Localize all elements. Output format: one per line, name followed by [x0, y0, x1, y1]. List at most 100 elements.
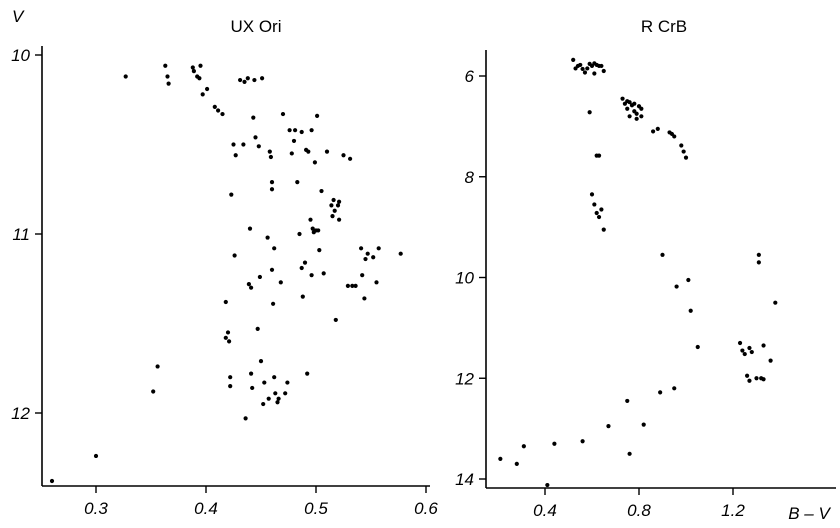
data-point: [285, 380, 290, 385]
data-point: [587, 110, 592, 115]
data-point: [761, 343, 766, 348]
data-point: [362, 296, 367, 301]
data-point: [315, 113, 320, 118]
y-tick-label: 10: [11, 46, 30, 65]
data-point: [655, 126, 660, 131]
y-tick-label: 11: [12, 225, 30, 244]
data-point: [599, 207, 604, 212]
data-point: [269, 187, 275, 192]
data-point: [592, 202, 597, 207]
data-point: [592, 71, 597, 76]
data-point: [245, 76, 250, 81]
data-point: [205, 86, 210, 92]
data-point: [191, 69, 196, 74]
data-point: [337, 217, 342, 222]
data-point: [297, 231, 302, 237]
data-point: [683, 155, 689, 160]
data-point: [273, 391, 278, 396]
data-point: [295, 179, 300, 185]
data-point: [253, 135, 258, 140]
data-point: [227, 339, 232, 344]
data-point: [271, 301, 276, 306]
x-tick-label: 0.3: [84, 499, 108, 518]
data-point: [258, 358, 264, 364]
data-point: [335, 203, 341, 208]
data-point: [679, 143, 684, 148]
data-point: [768, 358, 773, 363]
data-point: [256, 144, 261, 149]
data-point: [269, 267, 275, 272]
data-point: [249, 285, 254, 290]
data-point: [316, 228, 321, 233]
chart-ux-ori: UX Ori V 0.3 0.4 0.5 0.6 10 11 12: [11, 7, 438, 518]
data-point: [589, 192, 595, 197]
data-point: [300, 294, 305, 299]
data-point: [634, 111, 639, 116]
data-point: [376, 246, 381, 251]
y-axis-title: V: [12, 7, 25, 26]
data-point: [695, 344, 700, 350]
y-ticks: 10 11 12: [11, 46, 42, 423]
data-point: [371, 255, 376, 260]
data-point: [267, 149, 272, 154]
data-point: [580, 66, 585, 72]
y-ticks: 6 8 10 12 14: [455, 67, 486, 489]
data-point: [737, 340, 743, 346]
data-point: [228, 375, 233, 380]
data-point: [232, 253, 237, 258]
data-point: [272, 246, 277, 251]
data-point: [580, 439, 585, 444]
data-point: [333, 317, 338, 323]
data-point: [686, 277, 691, 283]
data-point: [305, 371, 310, 376]
data-point: [348, 156, 353, 161]
data-point: [639, 106, 644, 111]
data-point: [223, 335, 228, 340]
data-point: [360, 273, 365, 278]
data-point: [247, 226, 253, 231]
data-point: [599, 63, 604, 69]
data-point: [317, 248, 322, 253]
data-point: [601, 68, 606, 74]
data-point: [231, 142, 236, 147]
data-point: [165, 74, 170, 79]
data-point: [261, 401, 266, 407]
data-point: [309, 128, 314, 133]
data-point: [596, 214, 602, 220]
data-point: [740, 348, 745, 353]
data-point: [365, 251, 370, 256]
x-tick-label: 0.8: [627, 501, 651, 520]
data-point: [498, 456, 503, 461]
data-point: [749, 349, 754, 355]
data-point: [283, 391, 288, 396]
data-point: [745, 373, 750, 378]
data-point: [291, 138, 297, 144]
x-tick-label: 1.2: [721, 501, 745, 520]
data-point: [243, 416, 248, 421]
data-point: [632, 101, 637, 106]
x-tick-label: 0.5: [304, 499, 328, 518]
data-point: [310, 226, 315, 231]
data-point: [278, 280, 283, 285]
data-point: [242, 79, 247, 84]
data-point: [155, 364, 160, 369]
data-point: [233, 153, 238, 158]
data-point: [756, 252, 761, 257]
data-point: [350, 283, 355, 289]
data-point: [359, 246, 364, 251]
data-point: [521, 444, 526, 449]
data-point: [672, 386, 677, 391]
data-point: [166, 81, 171, 86]
data-point: [651, 129, 656, 134]
data-point: [688, 308, 693, 313]
y-tick-label: 12: [455, 369, 474, 388]
data-point: [363, 256, 368, 262]
data-point: [332, 208, 337, 213]
data-point: [330, 214, 335, 219]
data-point: [257, 274, 262, 280]
data-point: [266, 396, 271, 401]
data-point: [324, 149, 330, 154]
data-points: [49, 63, 403, 484]
data-point: [625, 106, 630, 111]
x-ticks: 0.3 0.4 0.5 0.6: [84, 486, 438, 518]
